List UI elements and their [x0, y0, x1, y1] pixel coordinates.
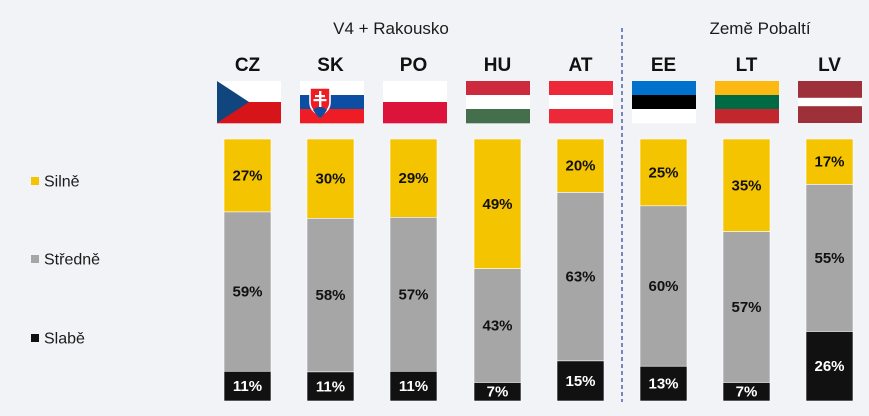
- bar-segment: [473, 382, 522, 402]
- bar-segment: [722, 382, 771, 402]
- bar-segment: [223, 211, 272, 372]
- slovak-flag-icon: [300, 81, 364, 124]
- data-label: 27%: [232, 167, 262, 184]
- group-title: Země Pobaltí: [709, 19, 810, 38]
- latvian-flag-icon: [798, 81, 862, 123]
- data-label: 26%: [814, 358, 844, 375]
- data-label: 30%: [315, 171, 345, 188]
- data-label: 11%: [316, 378, 345, 395]
- data-label: 11%: [399, 378, 428, 395]
- legend-label: Slabě: [44, 331, 85, 348]
- data-label: 25%: [648, 164, 678, 181]
- bar-segment: [389, 138, 438, 218]
- data-label: 63%: [565, 269, 595, 286]
- bar-segment: [306, 138, 355, 219]
- country-label: AT: [569, 55, 593, 76]
- data-label: 49%: [482, 196, 512, 213]
- country-label: HU: [484, 55, 511, 76]
- data-label: 60%: [648, 278, 678, 295]
- polish-flag-icon: [383, 81, 447, 124]
- bar-segment: [473, 138, 522, 269]
- legend-label: Silně: [44, 174, 80, 191]
- data-label: 11%: [233, 378, 262, 395]
- bar-segment: [389, 217, 438, 372]
- data-label: 57%: [731, 299, 761, 316]
- data-label: 43%: [482, 318, 512, 335]
- data-label: 15%: [565, 373, 595, 390]
- flags: [217, 81, 862, 124]
- data-label: 59%: [232, 284, 262, 301]
- bar-segment: [805, 184, 854, 332]
- bar-segment: [722, 138, 771, 232]
- austrian-flag-icon: [549, 81, 613, 124]
- data-label: 13%: [648, 376, 678, 393]
- data-label: 17%: [814, 154, 844, 171]
- country-label: CZ: [235, 55, 261, 76]
- bar-segment: [223, 138, 272, 213]
- bar-segment: [389, 370, 438, 402]
- bar-segment: [556, 360, 605, 402]
- legend-swatch: [31, 334, 39, 342]
- legend-swatch: [31, 177, 39, 185]
- data-label: 58%: [315, 287, 345, 304]
- country-labels: CZ SK PO HU AT EE LT LV: [235, 55, 841, 76]
- data-label: 29%: [398, 170, 428, 187]
- bar-segment: [639, 365, 688, 402]
- data-label: 20%: [565, 158, 595, 175]
- bar-segment: [722, 231, 771, 383]
- bar-segment: [223, 370, 272, 402]
- legend: Silně Středně Slabě: [31, 174, 100, 348]
- bar-segment: [556, 138, 605, 193]
- data-label: 55%: [814, 250, 844, 267]
- group-titles: V4 + Rakousko Země Pobaltí: [333, 19, 811, 38]
- data-label: 7%: [736, 384, 758, 401]
- hungarian-flag-icon: [466, 81, 530, 124]
- bar-segment: [805, 138, 854, 185]
- lithuanian-flag-icon: [715, 81, 779, 124]
- group-title: V4 + Rakousko: [333, 19, 449, 38]
- country-label: LT: [736, 55, 758, 76]
- bar-segment: [306, 371, 355, 402]
- czech-flag-icon: [217, 81, 281, 124]
- bars: 27% 59% 11% 30% 58% 11% 29% 57% 11% 49% 43% 7% 20% 63…: [223, 138, 854, 402]
- estonian-flag-icon: [632, 81, 696, 124]
- legend-swatch: [31, 255, 39, 263]
- data-label: 57%: [398, 286, 428, 303]
- bar-segment: [473, 268, 522, 383]
- bar-segment: [805, 331, 854, 402]
- country-label: LV: [818, 55, 841, 76]
- bar-segment: [306, 218, 355, 373]
- country-label: EE: [651, 55, 676, 76]
- data-label: 35%: [731, 177, 761, 194]
- bar-segment: [639, 138, 688, 207]
- data-label: 7%: [487, 384, 509, 401]
- country-label: PO: [400, 55, 427, 76]
- country-label: SK: [317, 55, 344, 76]
- legend-label: Středně: [44, 252, 100, 269]
- bar-segment: [639, 205, 688, 367]
